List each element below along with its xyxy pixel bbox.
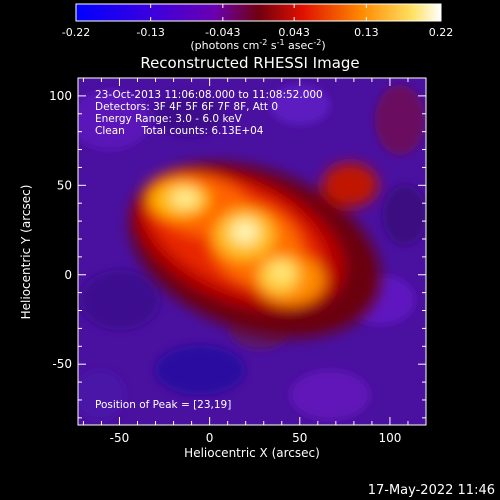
x-axis: -50 0 50 100	[82, 78, 427, 445]
colorbar-tick-label: -0.22	[62, 26, 90, 39]
colorbar: -0.22 -0.13 -0.043 0.043 0.13 0.22 (photons c…	[62, 3, 453, 52]
colorbar-tick-label: -0.043	[205, 26, 240, 39]
colorbar-units: (photons cm-2 s-1 asec-2)	[190, 38, 325, 52]
timestamp: 17-May-2022 11:46	[368, 483, 495, 498]
y-tick-label: 50	[57, 178, 72, 192]
colorbar-gradient	[75, 3, 442, 22]
info-line: Energy Range: 3.0 - 6.0 keV	[95, 113, 243, 125]
colorbar-tick-label: -0.13	[136, 26, 164, 39]
y-tick-label: 0	[64, 268, 72, 282]
y-tick-label: -50	[52, 357, 72, 371]
info-line: Clean Total counts: 6.13E+04	[95, 125, 264, 137]
emission-region	[129, 162, 381, 338]
y-axis: -50 0 50 100	[49, 77, 426, 419]
colorbar-ticks: -0.22 -0.13 -0.043 0.043 0.13 0.22	[62, 4, 453, 39]
x-tick-label: 100	[378, 431, 401, 445]
x-axis-label: Heliocentric X (arcsec)	[184, 446, 320, 460]
y-axis-label: Heliocentric Y (arcsec)	[19, 185, 33, 320]
info-line: Detectors: 3F 4F 5F 6F 7F 8F, Att 0	[95, 101, 278, 113]
info-line: 23-Oct-2013 11:06:08.000 to 11:08:52.000	[95, 89, 323, 101]
chart-title: Reconstructed RHESSI Image	[140, 54, 359, 72]
x-tick-label: 0	[206, 431, 214, 445]
observation-info: 23-Oct-2013 11:06:08.000 to 11:08:52.000…	[95, 89, 323, 137]
colorbar-tick-label: 0.043	[278, 26, 310, 39]
background-mottling	[78, 85, 426, 420]
x-tick-label: -50	[110, 431, 130, 445]
colorbar-tick-label: 0.13	[354, 26, 379, 39]
peak-position-label: Position of Peak = [23,19]	[95, 399, 231, 411]
x-tick-label: 50	[292, 431, 307, 445]
plot-frame	[77, 77, 427, 426]
y-tick-label: 100	[49, 89, 72, 103]
colorbar-tick-label: 0.22	[429, 26, 454, 39]
heatmap-image	[78, 78, 426, 425]
